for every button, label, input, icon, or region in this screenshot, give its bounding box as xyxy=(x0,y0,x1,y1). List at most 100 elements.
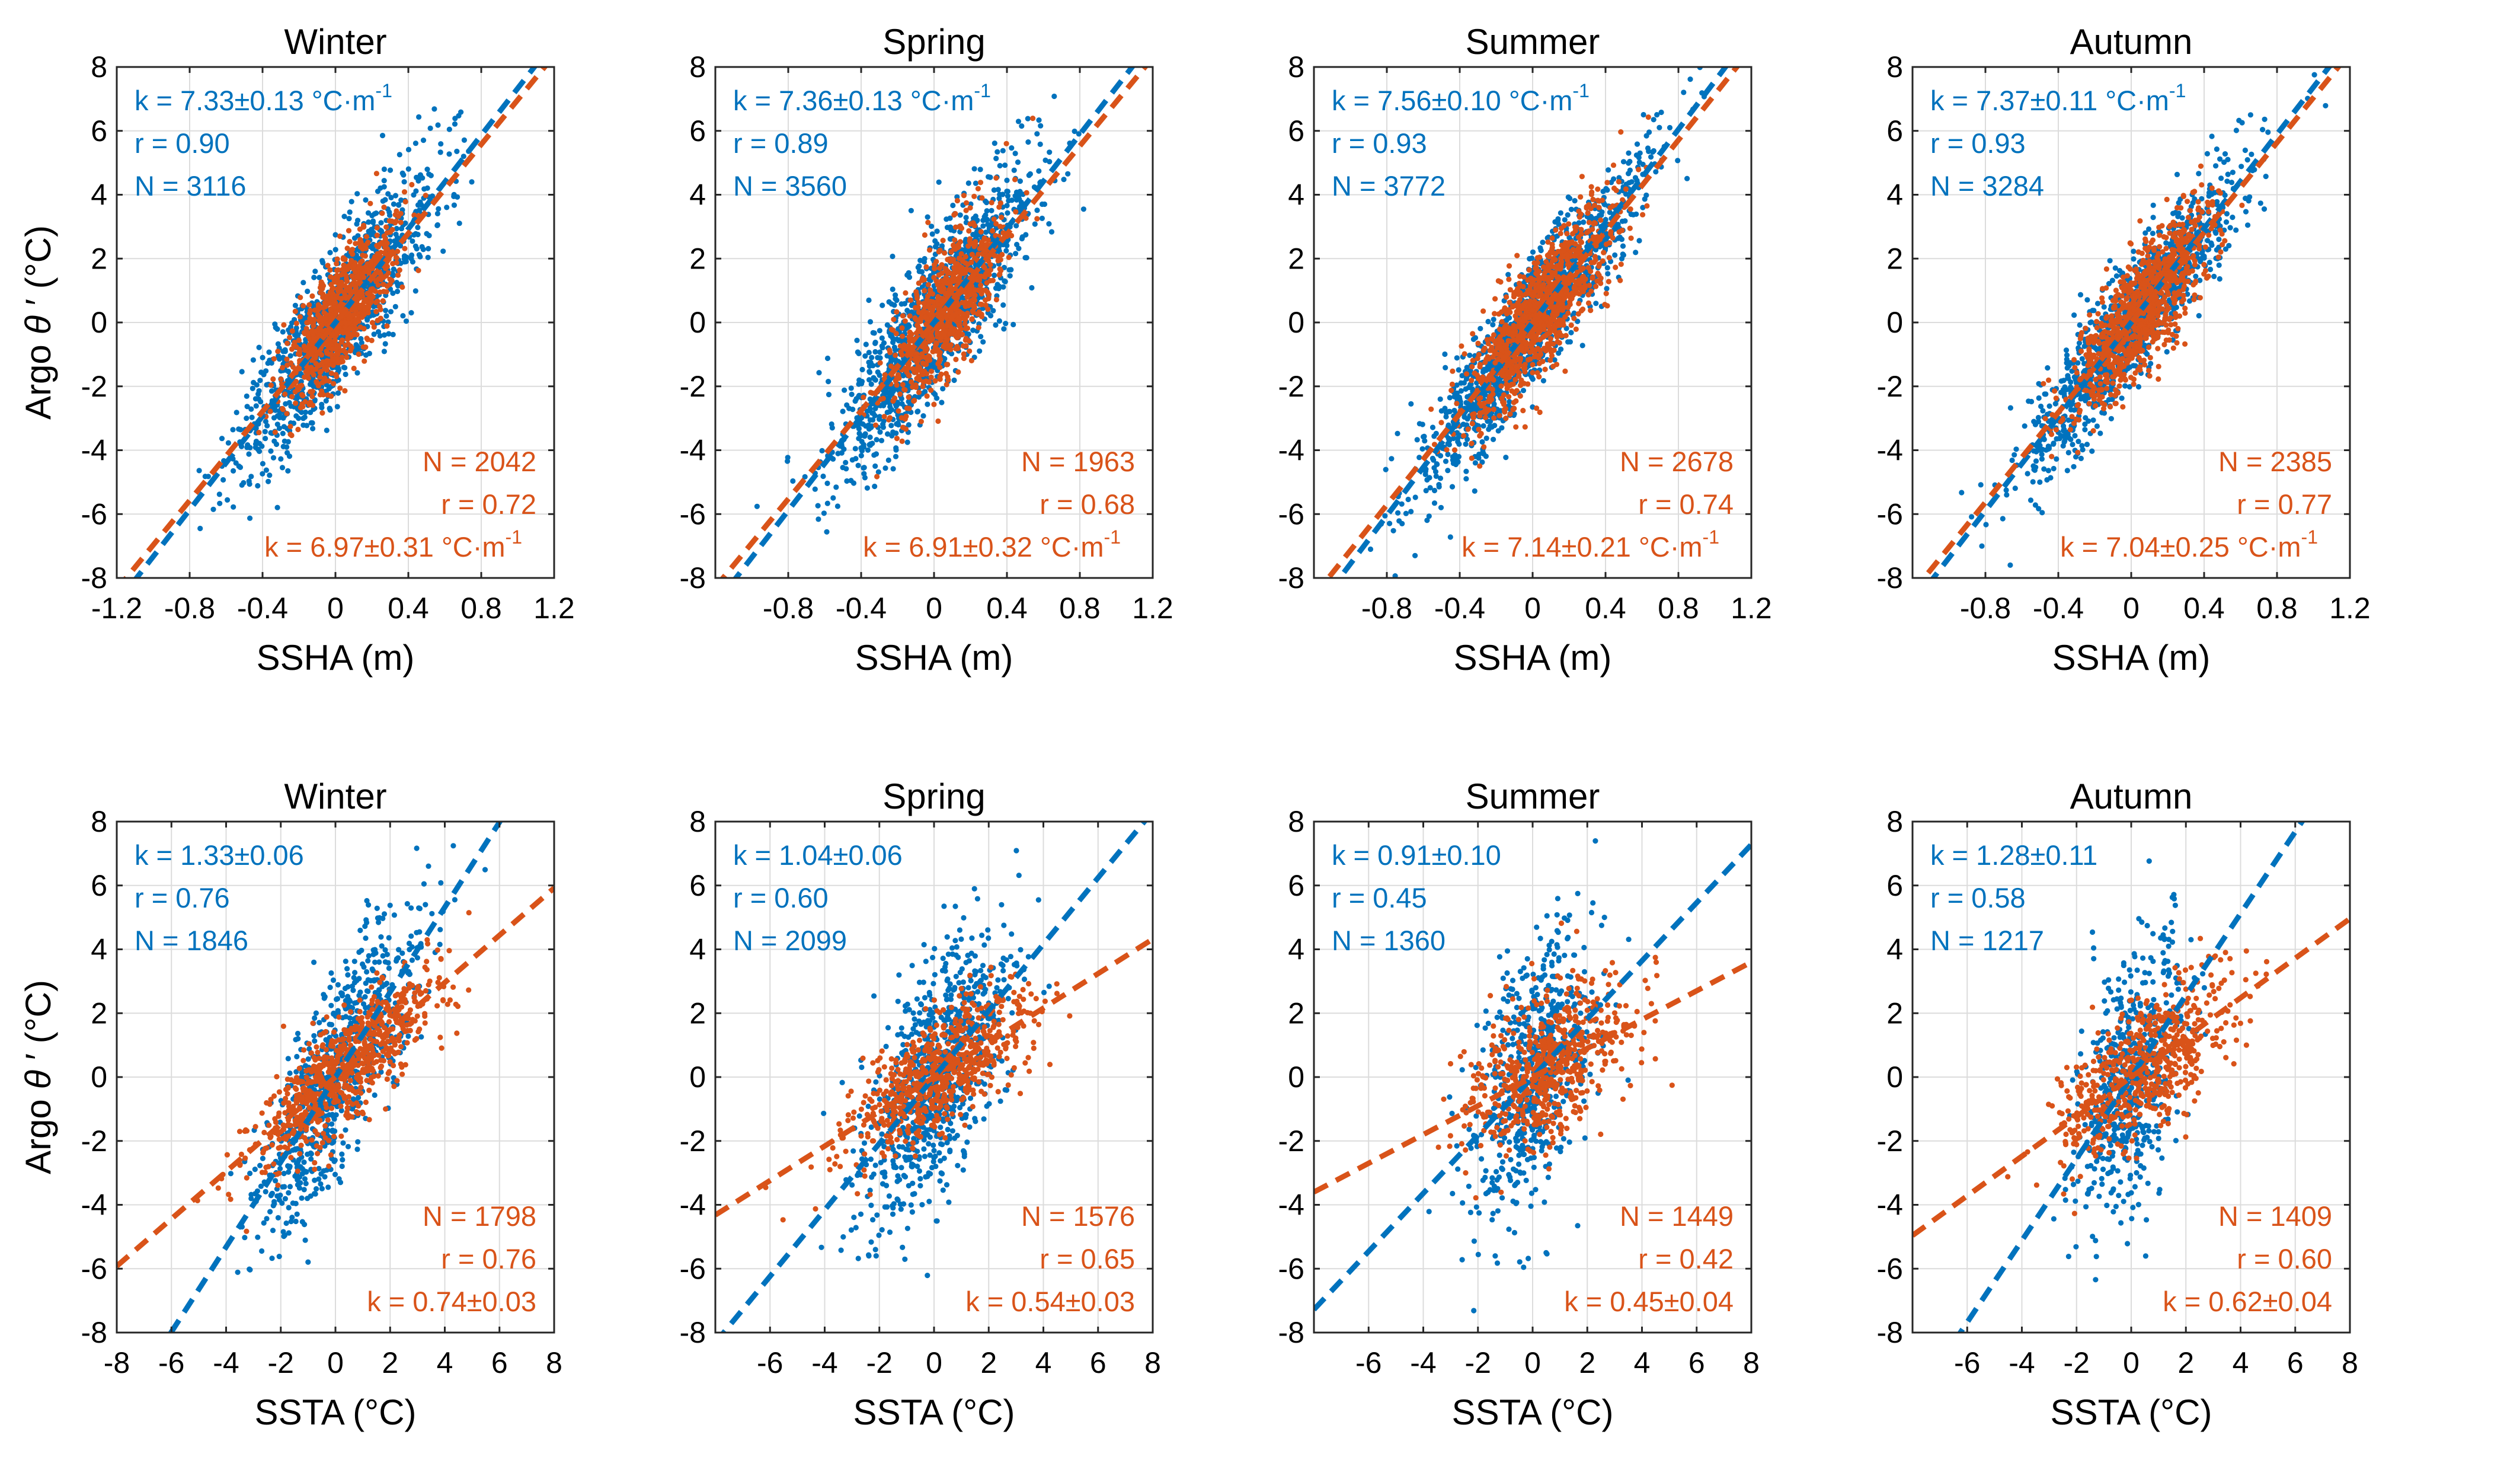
data-point xyxy=(268,388,275,394)
data-point xyxy=(856,377,862,383)
data-point xyxy=(1606,167,1611,173)
data-point xyxy=(328,352,334,357)
data-point xyxy=(328,307,334,313)
data-point xyxy=(280,365,286,370)
data-point xyxy=(965,331,971,337)
data-point xyxy=(452,116,458,122)
data-point xyxy=(402,199,408,205)
data-point xyxy=(233,460,239,466)
data-point xyxy=(1003,140,1009,146)
data-point xyxy=(985,306,991,312)
data-point xyxy=(327,267,333,273)
data-point xyxy=(321,310,327,316)
data-point xyxy=(962,269,968,274)
x-tick-label: 1.2 xyxy=(533,592,575,625)
data-point xyxy=(280,407,286,413)
y-tick-label: 6 xyxy=(91,114,107,148)
fit-lines xyxy=(123,67,548,578)
data-point xyxy=(466,60,471,65)
data-point xyxy=(1012,177,1018,183)
data-point xyxy=(360,222,367,228)
data-point xyxy=(967,236,973,242)
data-point xyxy=(309,328,315,334)
data-point xyxy=(890,327,896,333)
data-point xyxy=(1456,441,1462,447)
data-point xyxy=(367,200,373,206)
data-point xyxy=(368,258,375,264)
data-point xyxy=(334,256,340,262)
data-point xyxy=(765,637,770,643)
data-point xyxy=(395,283,401,289)
data-point xyxy=(957,212,963,218)
data-point xyxy=(1463,376,1469,382)
data-point xyxy=(920,413,926,419)
data-point xyxy=(890,253,896,260)
data-point xyxy=(369,286,376,292)
data-point xyxy=(1479,439,1485,445)
x-tick-label: -0.8 xyxy=(763,592,814,625)
data-point xyxy=(255,446,261,452)
data-point xyxy=(303,325,309,331)
data-point xyxy=(342,365,348,371)
data-point xyxy=(248,406,254,412)
data-point xyxy=(893,447,899,453)
data-point xyxy=(352,269,359,275)
fit-line-orange xyxy=(123,67,548,578)
data-point xyxy=(1030,116,1036,122)
data-point xyxy=(975,287,981,293)
data-point xyxy=(416,114,422,120)
y-tick-label: 8 xyxy=(91,50,107,84)
data-point xyxy=(1009,145,1015,151)
data-point xyxy=(967,205,973,211)
data-point xyxy=(348,199,354,205)
data-point xyxy=(330,362,336,368)
data-point xyxy=(980,339,986,345)
stats-text-orange: k = 6.97±0.31 °C·m-1 xyxy=(264,526,522,563)
data-point xyxy=(325,336,332,342)
data-point xyxy=(914,409,920,415)
data-point xyxy=(1467,368,1473,374)
data-point xyxy=(256,344,262,350)
data-point xyxy=(328,393,334,400)
data-point xyxy=(370,245,376,251)
data-point xyxy=(902,318,908,324)
data-point xyxy=(400,313,406,319)
data-point xyxy=(272,429,278,435)
data-point xyxy=(420,247,426,253)
data-point xyxy=(1025,139,1031,145)
data-point xyxy=(219,436,225,442)
panel-ssha-spring: -0.8 -0.4 0 0.4 0.8 1.2-8-6-4-202468SpringSSH… xyxy=(680,22,1173,678)
data-point xyxy=(1016,192,1022,198)
data-point xyxy=(239,369,245,375)
data-point xyxy=(1604,265,1610,271)
data-point xyxy=(382,308,389,314)
data-point xyxy=(948,342,954,348)
data-point xyxy=(366,350,373,357)
data-point xyxy=(357,305,363,311)
data-point xyxy=(321,315,327,321)
data-point xyxy=(870,410,876,416)
data-point xyxy=(300,416,306,421)
data-point xyxy=(271,356,277,362)
data-point xyxy=(843,459,849,466)
data-point xyxy=(306,302,312,308)
data-point xyxy=(332,247,338,253)
data-point xyxy=(392,303,398,310)
data-point xyxy=(824,355,831,362)
data-point xyxy=(906,372,912,378)
data-point xyxy=(363,298,369,305)
data-point xyxy=(1445,451,1451,458)
data-point xyxy=(977,167,983,172)
y-tick-label: 4 xyxy=(91,178,107,212)
data-point xyxy=(990,228,996,234)
data-point xyxy=(971,193,977,199)
data-point xyxy=(909,379,914,385)
data-point xyxy=(1656,124,1662,130)
data-point xyxy=(394,289,401,295)
data-point xyxy=(1034,131,1040,137)
data-point xyxy=(275,349,281,354)
data-point xyxy=(461,137,468,143)
data-point xyxy=(896,375,902,381)
data-point xyxy=(880,302,885,308)
data-point xyxy=(247,515,253,521)
